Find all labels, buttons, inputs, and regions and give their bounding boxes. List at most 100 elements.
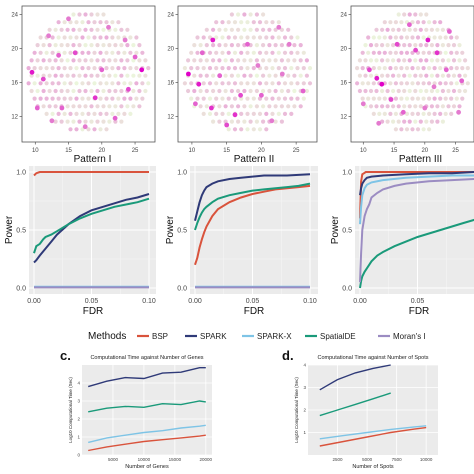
- spot: [65, 104, 70, 109]
- spot: [407, 104, 412, 109]
- spot-high: [99, 67, 105, 73]
- spot: [407, 43, 412, 48]
- spot: [388, 111, 393, 116]
- spot: [438, 20, 443, 25]
- spot: [248, 73, 253, 78]
- spot: [429, 58, 434, 63]
- spot: [402, 88, 407, 94]
- spot: [440, 119, 445, 124]
- spot: [232, 81, 238, 86]
- spot: [50, 35, 55, 40]
- spot: [125, 27, 130, 32]
- spot: [264, 96, 269, 101]
- spot: [446, 43, 451, 48]
- spot: [270, 35, 275, 40]
- x-tick-label: 0.00: [188, 298, 202, 305]
- spot: [273, 58, 278, 63]
- spot: [460, 66, 465, 71]
- spot-high: [186, 71, 191, 77]
- spot: [192, 88, 197, 94]
- spot: [254, 43, 259, 48]
- spot: [257, 111, 263, 116]
- spot: [454, 50, 459, 55]
- spot: [26, 81, 31, 86]
- spot-high: [232, 112, 238, 118]
- plot-background: [82, 365, 212, 455]
- spot: [435, 88, 440, 94]
- spot: [217, 58, 222, 63]
- x-tick-label: 20: [421, 148, 428, 154]
- y-tick-label: 0.0: [342, 286, 352, 293]
- y-tick-label: 1: [77, 435, 80, 440]
- spot: [435, 119, 440, 124]
- spot: [363, 88, 368, 94]
- spot: [254, 73, 259, 78]
- spot: [220, 111, 225, 116]
- spot: [101, 58, 106, 63]
- spot: [77, 12, 82, 17]
- spot: [388, 81, 393, 86]
- spot: [251, 20, 256, 25]
- spot: [254, 88, 259, 94]
- spot: [89, 27, 94, 32]
- x-axis-label: FDR: [83, 306, 104, 317]
- spot: [122, 96, 127, 101]
- x-tick-label: 2500: [333, 457, 344, 462]
- spot: [195, 66, 200, 71]
- spot: [74, 66, 79, 71]
- spot: [83, 73, 88, 78]
- spot: [449, 111, 454, 116]
- x-tick-label: 10: [189, 148, 196, 154]
- spot: [192, 58, 197, 63]
- spot: [388, 35, 393, 40]
- spot: [261, 119, 266, 124]
- spot: [236, 104, 241, 109]
- spot: [204, 43, 209, 48]
- y-tick-label: 4: [303, 363, 306, 368]
- spot: [402, 73, 407, 78]
- spot: [257, 81, 263, 86]
- spot: [404, 81, 410, 86]
- y-axis-label: Log10 Computational Time (Sec): [294, 377, 299, 443]
- spot: [95, 27, 100, 32]
- spot: [371, 111, 376, 116]
- spot: [270, 81, 275, 86]
- spot: [463, 88, 468, 94]
- spot: [267, 104, 272, 109]
- spot: [217, 88, 222, 94]
- spot: [418, 58, 423, 63]
- x-tick-label: 0.10: [303, 298, 317, 305]
- spot: [360, 66, 365, 71]
- spot: [251, 81, 256, 86]
- y-tick-label: 1.0: [177, 170, 187, 177]
- x-tick-label: 25: [293, 148, 300, 154]
- x-tick-label: 25: [132, 148, 139, 154]
- spot: [289, 35, 294, 40]
- spot: [270, 96, 275, 101]
- x-tick-label: 0.10: [142, 298, 156, 305]
- spot: [245, 111, 250, 116]
- spot: [424, 43, 429, 48]
- y-tick-label: 20: [11, 47, 18, 53]
- spot: [407, 12, 412, 17]
- spot: [89, 88, 94, 94]
- y-tick-label: 0.5: [342, 228, 352, 235]
- spot: [44, 66, 49, 71]
- x-tick-label: 20: [98, 148, 105, 154]
- spot: [44, 81, 49, 86]
- spot: [292, 88, 297, 94]
- spot: [110, 81, 115, 86]
- spot: [396, 104, 401, 109]
- spot: [116, 81, 121, 86]
- spot: [229, 27, 234, 32]
- spot: [380, 43, 385, 48]
- spot: [226, 50, 231, 55]
- spot: [95, 104, 100, 109]
- spot: [440, 73, 445, 78]
- spot-high: [459, 78, 465, 84]
- spot: [89, 119, 94, 124]
- spot: [371, 50, 376, 55]
- spot: [119, 58, 124, 63]
- spot: [385, 119, 390, 124]
- spot: [71, 119, 76, 124]
